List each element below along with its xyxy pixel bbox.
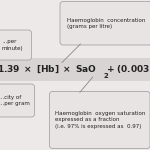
Text: ...per
minute): ...per minute) xyxy=(2,39,24,51)
Text: $\mathbf{+\ (0.003\ \times\ Pa}$: $\mathbf{+\ (0.003\ \times\ Pa}$ xyxy=(106,63,150,75)
FancyBboxPatch shape xyxy=(0,30,32,60)
Text: Haemoglobin  oxygen saturation
expressed as a fraction
(i.e. 97% is expressed as: Haemoglobin oxygen saturation expressed … xyxy=(55,111,145,129)
FancyBboxPatch shape xyxy=(0,58,150,81)
Text: $\mathbf{2}$: $\mathbf{2}$ xyxy=(103,71,109,80)
FancyBboxPatch shape xyxy=(50,92,150,148)
Text: $\mathbf{1.39\ \times\ [Hb]\ \times\ SaO}$: $\mathbf{1.39\ \times\ [Hb]\ \times\ SaO… xyxy=(0,64,97,75)
FancyBboxPatch shape xyxy=(60,2,150,45)
Text: ...city of
...per gram: ...city of ...per gram xyxy=(0,95,30,106)
Text: Haemoglobin  concentration
(grams per litre): Haemoglobin concentration (grams per lit… xyxy=(67,18,145,29)
FancyBboxPatch shape xyxy=(0,84,34,117)
